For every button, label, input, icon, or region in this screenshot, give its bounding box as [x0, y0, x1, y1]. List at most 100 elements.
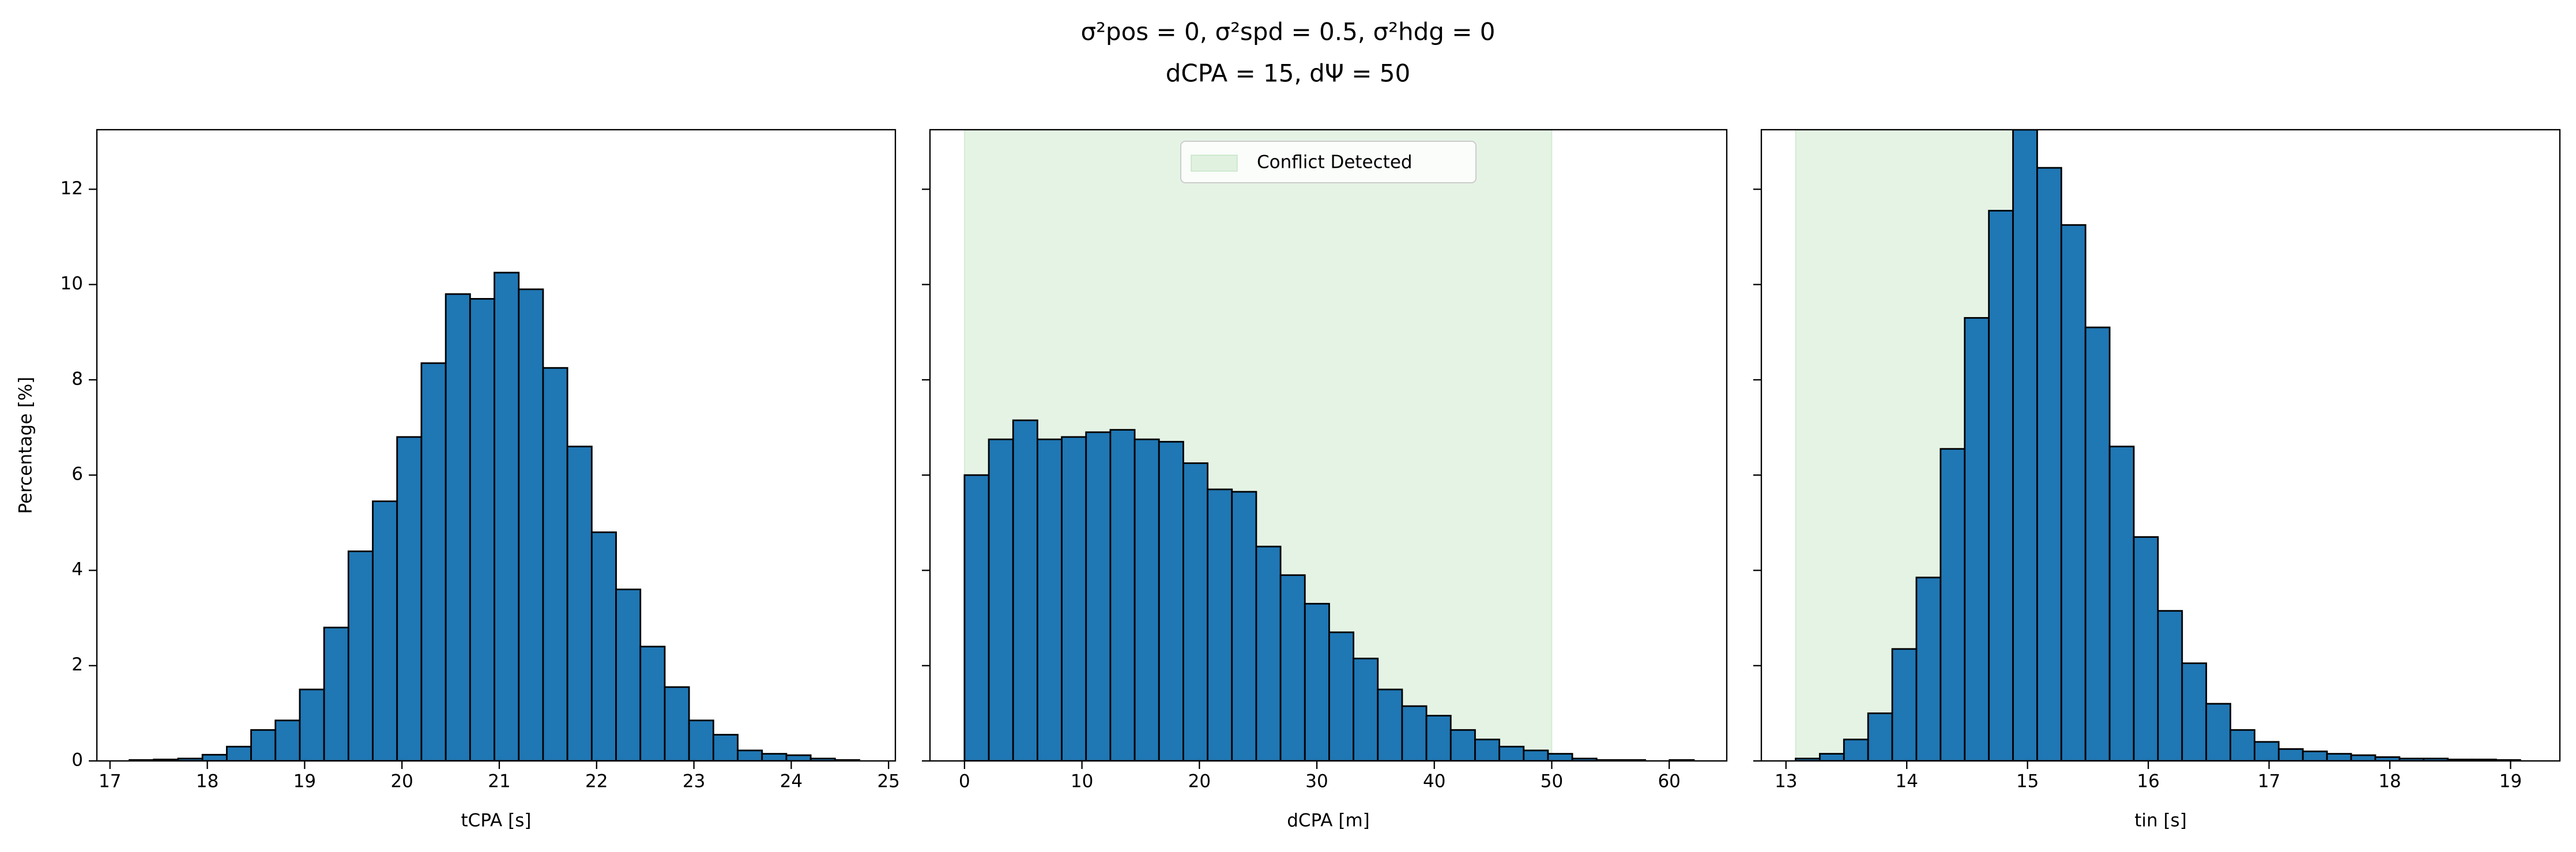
- x-tick-label: 60: [1658, 771, 1680, 792]
- bar: [2108, 446, 2135, 761]
- bar: [2350, 754, 2377, 761]
- x-tick-label: 19: [293, 771, 316, 792]
- bar: [201, 753, 228, 761]
- bar: [2157, 610, 2183, 761]
- title-line: dCPA = 15, dΨ = 50: [1166, 59, 1410, 88]
- bar: [1891, 648, 1918, 761]
- x-tick-label: 22: [585, 771, 608, 792]
- bar: [1523, 749, 1549, 761]
- bar: [2326, 753, 2352, 761]
- bar: [1449, 729, 1476, 761]
- bar: [250, 729, 277, 761]
- bar: [1474, 738, 1501, 761]
- y-axis-label: Percentage [%]: [16, 377, 36, 514]
- bar: [1279, 574, 1306, 761]
- bar: [518, 288, 544, 761]
- bar: [2277, 748, 2304, 761]
- bar: [2254, 741, 2280, 761]
- plot-area: [1795, 130, 2521, 761]
- x-tick-label: 21: [488, 771, 510, 792]
- y-tick-label: 0: [71, 750, 83, 771]
- bar: [1988, 210, 2014, 761]
- bar: [1255, 545, 1282, 761]
- bar: [566, 446, 593, 761]
- x-tick-label: 25: [877, 771, 899, 792]
- x-tick-label: 13: [1775, 771, 1797, 792]
- x-tick-label: 18: [196, 771, 219, 792]
- bar: [664, 686, 690, 761]
- bar: [1818, 753, 1845, 761]
- bar: [1182, 462, 1208, 761]
- x-tick-label: 24: [780, 771, 803, 792]
- bar: [225, 745, 252, 761]
- bar: [785, 754, 812, 761]
- axes-frame: [929, 129, 1728, 762]
- bar: [445, 293, 471, 761]
- y-tick-label: 8: [71, 368, 83, 389]
- bar: [1547, 753, 1573, 761]
- bar: [542, 367, 568, 761]
- bar: [1207, 488, 1233, 761]
- y-tick-label: 6: [71, 464, 83, 485]
- bar: [1353, 657, 1379, 761]
- bar: [1915, 576, 1942, 761]
- x-tick-label: 14: [1895, 771, 1918, 792]
- bar: [323, 627, 349, 761]
- bar: [1377, 688, 1403, 761]
- bar: [1425, 715, 1452, 761]
- bar: [1158, 440, 1184, 761]
- x-tick-label: 50: [1541, 771, 1563, 792]
- bar: [347, 550, 374, 761]
- bar: [2181, 662, 2208, 761]
- bar: [639, 646, 666, 761]
- bar: [1085, 431, 1112, 761]
- legend-label: Conflict Detected: [1257, 152, 1413, 173]
- legend-box: [1180, 141, 1477, 183]
- bar: [1231, 491, 1257, 761]
- bar: [1843, 738, 1869, 761]
- axes-frame: [96, 129, 897, 762]
- bar: [299, 688, 325, 761]
- bar: [372, 500, 398, 761]
- bar: [963, 474, 990, 761]
- x-tick-label: 19: [2499, 771, 2522, 792]
- bar: [1498, 745, 1525, 761]
- x-axis-label: tin [s]: [2134, 810, 2187, 831]
- x-tick-label: 30: [1305, 771, 1328, 792]
- bar: [712, 734, 739, 761]
- bar: [1304, 602, 1330, 761]
- bar: [1133, 438, 1160, 761]
- bar: [1036, 438, 1063, 761]
- title-line: σ²pos = 0, σ²spd = 0.5, σ²hdg = 0: [1080, 18, 1495, 46]
- bar: [1939, 448, 1966, 761]
- x-tick-label: 20: [390, 771, 413, 792]
- bar: [761, 753, 788, 761]
- legend-swatch: [1191, 154, 1238, 172]
- y-tick-label: 10: [61, 273, 83, 294]
- bar: [1109, 429, 1136, 761]
- bar: [1401, 705, 1428, 761]
- bar: [2133, 536, 2159, 761]
- bar: [688, 719, 714, 761]
- x-tick-label: 16: [2137, 771, 2159, 792]
- bar: [1012, 419, 1038, 761]
- bar: [274, 719, 301, 761]
- x-tick-label: 17: [2258, 771, 2280, 792]
- bar: [1867, 712, 1893, 761]
- x-tick-label: 10: [1071, 771, 1093, 792]
- bar: [2302, 751, 2328, 761]
- y-tick-label: 4: [71, 559, 83, 580]
- plot-area: [963, 130, 1695, 761]
- axes-frame: [1760, 129, 2561, 762]
- bar: [590, 531, 617, 761]
- x-tick-label: 0: [959, 771, 970, 792]
- bar: [2060, 224, 2087, 761]
- bar: [2205, 703, 2231, 761]
- bar: [988, 438, 1014, 761]
- plot-area: [129, 272, 860, 761]
- bar: [615, 589, 642, 761]
- x-axis-label: dCPA [m]: [1287, 810, 1369, 831]
- x-tick-label: 15: [2016, 771, 2039, 792]
- bar: [494, 272, 520, 761]
- bar: [737, 749, 763, 761]
